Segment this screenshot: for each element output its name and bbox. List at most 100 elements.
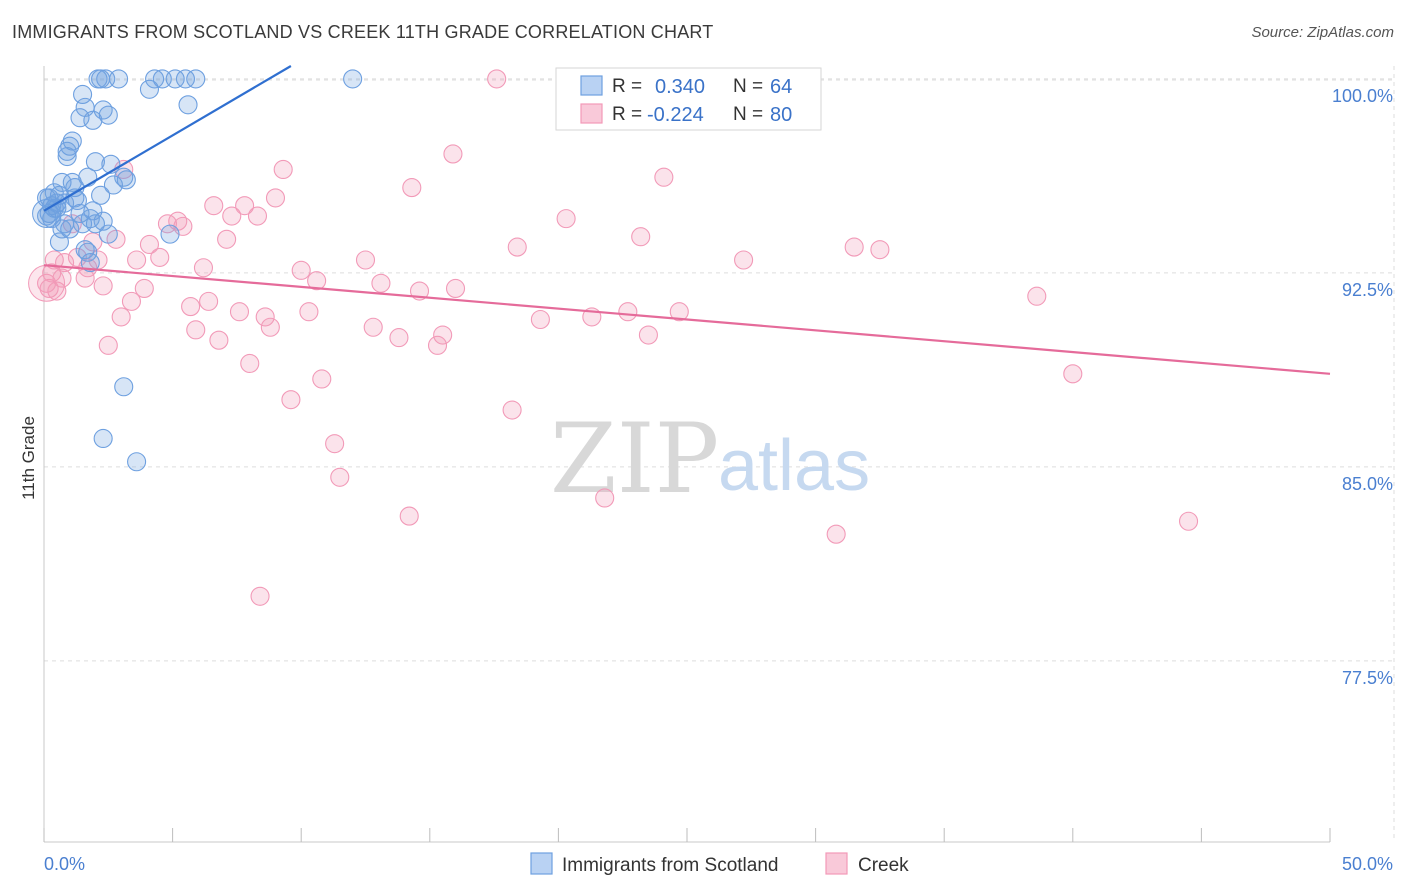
creek-point xyxy=(638,325,658,345)
creek-point xyxy=(487,69,507,89)
creek-point xyxy=(371,273,391,293)
x-tick-label: 0.0% xyxy=(44,854,85,874)
scotland-point xyxy=(49,232,69,252)
scotland-point xyxy=(62,172,82,192)
creek-point xyxy=(121,291,141,311)
scotland-point xyxy=(57,146,77,167)
creek-point xyxy=(240,353,260,374)
creek-point xyxy=(1178,511,1199,531)
legend-r-value-2: -0.224 xyxy=(647,104,704,126)
creek-point xyxy=(1063,364,1083,384)
y-tick-label: 77.5% xyxy=(1342,668,1393,688)
creek-point xyxy=(62,214,82,234)
creek-point xyxy=(355,250,376,270)
creek-point xyxy=(389,328,409,348)
scotland-point xyxy=(116,170,136,190)
scotland-point xyxy=(44,198,64,218)
creek-point xyxy=(433,325,453,345)
creek-point xyxy=(111,307,131,327)
creek-point xyxy=(186,320,206,340)
y-tick-label: 100.0% xyxy=(1332,86,1393,106)
scotland-point xyxy=(78,242,98,262)
creek-point xyxy=(502,400,522,420)
series-scotland-points xyxy=(32,69,363,472)
scotland-point xyxy=(127,452,147,472)
creek-trend-line xyxy=(43,264,1331,375)
source-label: Source: ZipAtlas.com xyxy=(1251,24,1394,41)
creek-point xyxy=(37,273,57,293)
creek-point xyxy=(265,188,286,208)
scotland-point xyxy=(114,167,134,187)
legend-n-label-1: N = xyxy=(733,76,763,97)
scotland-point xyxy=(165,69,185,89)
scotland-point xyxy=(93,100,113,120)
scotland-point xyxy=(93,428,113,449)
creek-point xyxy=(139,234,160,255)
bottom-legend-swatch-creek xyxy=(825,852,848,875)
creek-point xyxy=(217,229,237,249)
creek-point xyxy=(530,309,550,330)
creek-point xyxy=(445,278,466,299)
y-tick-label: 92.5% xyxy=(1342,280,1393,300)
scotland-point xyxy=(343,69,363,89)
creek-point xyxy=(870,240,890,260)
x-tick-labels: 0.0% 50.0% xyxy=(44,854,1393,874)
creek-point xyxy=(595,488,615,508)
creek-point xyxy=(28,264,66,302)
scotland-point xyxy=(114,377,134,397)
creek-point xyxy=(134,278,154,299)
creek-point xyxy=(247,206,268,226)
creek-point xyxy=(844,237,864,257)
y-tick-labels: 100.0% 92.5% 85.0% 77.5% xyxy=(1332,86,1393,688)
legend-n-value-1: 64 xyxy=(770,76,792,98)
creek-point xyxy=(330,467,350,487)
scotland-point xyxy=(186,69,206,89)
legend-swatch-scotland xyxy=(580,75,603,96)
creek-point xyxy=(299,302,319,322)
creek-point xyxy=(312,369,332,389)
legend-swatch-creek xyxy=(580,103,603,124)
scotland-point xyxy=(175,69,196,89)
creek-point xyxy=(204,196,224,216)
creek-point xyxy=(98,335,118,355)
creek-point xyxy=(229,302,250,322)
creek-point xyxy=(1027,286,1047,306)
scotland-point xyxy=(160,224,180,244)
scotland-point xyxy=(109,69,129,89)
bottom-legend-label-scotland: Immigrants from Scotland xyxy=(562,855,778,876)
creek-point xyxy=(93,276,113,296)
creek-point xyxy=(399,506,419,526)
scotland-point xyxy=(98,224,118,244)
scotland-point xyxy=(145,69,165,89)
scotland-point xyxy=(139,79,160,99)
creek-point xyxy=(363,317,383,337)
scotland-point xyxy=(83,110,103,130)
creek-point xyxy=(193,258,214,278)
y-tick-label: 85.0% xyxy=(1342,474,1393,494)
scotland-point xyxy=(60,219,80,239)
scotland-point xyxy=(37,206,57,226)
creek-point xyxy=(307,271,327,291)
scotland-point xyxy=(52,172,72,192)
scotland-point xyxy=(98,105,118,125)
scotland-point xyxy=(62,131,82,151)
scotland-trend-line xyxy=(43,65,292,212)
creek-point xyxy=(291,260,311,280)
chart-title: IMMIGRANTS FROM SCOTLAND VS CREEK 11TH G… xyxy=(12,22,714,42)
creek-point xyxy=(67,247,87,267)
creek-point xyxy=(826,524,846,544)
creek-point xyxy=(734,250,754,270)
creek-point xyxy=(250,586,270,606)
creek-point xyxy=(618,302,638,322)
creek-point xyxy=(427,335,448,355)
trend-lines xyxy=(43,65,1331,375)
creek-point xyxy=(443,144,463,164)
legend-r-value-1: 0.340 xyxy=(655,76,705,98)
scotland-point xyxy=(178,95,198,115)
bottom-legend: Immigrants from Scotland Creek xyxy=(530,852,909,876)
y-axis-label: 11th Grade xyxy=(19,416,38,500)
creek-point xyxy=(273,159,293,180)
creek-point xyxy=(402,178,422,198)
creek-point xyxy=(209,330,229,350)
